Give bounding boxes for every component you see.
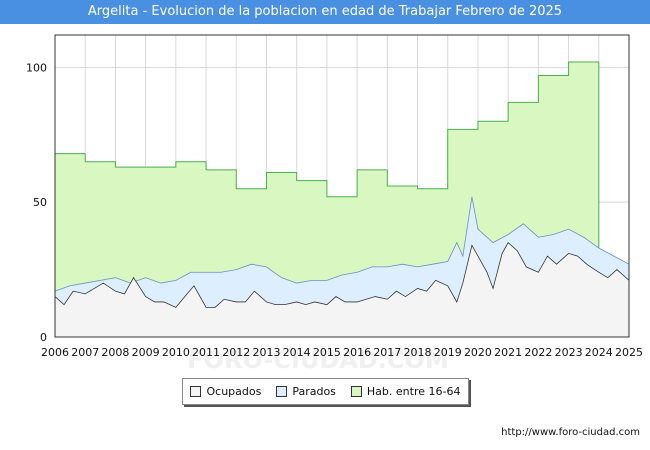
x-tick-label: 2023: [555, 346, 583, 359]
y-tick-label: 100: [26, 61, 47, 74]
series-ocupados-area: [55, 242, 629, 337]
series-areas: [54, 61, 630, 338]
x-tick-label: 2012: [222, 346, 250, 359]
x-tick-label: 2008: [101, 346, 129, 359]
legend-swatch-ocupados: [190, 386, 202, 397]
plot-frame: [54, 34, 630, 338]
series-parados-line: [54, 196, 630, 292]
axes: 2006 2007 2008 2009 2010 2011 2012 2013 2014 2015…: [26, 34, 643, 359]
series-ocupados-line: [54, 241, 630, 308]
x-tick-label: 2014: [283, 346, 311, 359]
x-tick-label: 2013: [252, 346, 280, 359]
legend-item-parados: Parados: [276, 385, 336, 398]
x-tick-label: 2007: [71, 346, 99, 359]
y-tick-label: 0: [40, 331, 47, 344]
x-tick-label: 2024: [585, 346, 613, 359]
legend-item-ocupados: Ocupados: [190, 385, 261, 398]
x-tick-label: 2017: [373, 346, 401, 359]
legend-label-parados: Parados: [292, 385, 336, 398]
x-tick-label: 2011: [192, 346, 220, 359]
legend-label-ocupados: Ocupados: [206, 385, 262, 398]
x-tick-label: 2020: [464, 346, 492, 359]
x-tick-label: 2022: [524, 346, 552, 359]
legend-swatch-parados: [276, 386, 288, 397]
x-tick-label: 2025: [615, 346, 643, 359]
x-tick-label: 2021: [494, 346, 522, 359]
x-tick-label: 2016: [343, 346, 371, 359]
watermark: FORO-CIUDAD.COM: [187, 346, 449, 374]
x-tick-label: 2015: [313, 346, 341, 359]
x-tick-label: 2006: [41, 346, 69, 359]
x-tick-label: 2010: [162, 346, 190, 359]
x-tick-label: 2018: [404, 346, 432, 359]
y-tick-label: 50: [33, 196, 47, 209]
legend-label-hab: Hab. entre 16-64: [366, 385, 461, 398]
x-tick-label: 2019: [434, 346, 462, 359]
legend-swatch-hab: [350, 386, 362, 397]
x-tick-label: 2009: [132, 346, 160, 359]
source-link[interactable]: http://www.foro-ciudad.com: [501, 427, 640, 438]
legend-item-hab: Hab. entre 16-64: [350, 385, 461, 398]
legend: Ocupados Parados Hab. entre 16-64: [182, 378, 469, 405]
chart-title: Argelita - Evolucion de la poblacion en …: [0, 0, 650, 24]
